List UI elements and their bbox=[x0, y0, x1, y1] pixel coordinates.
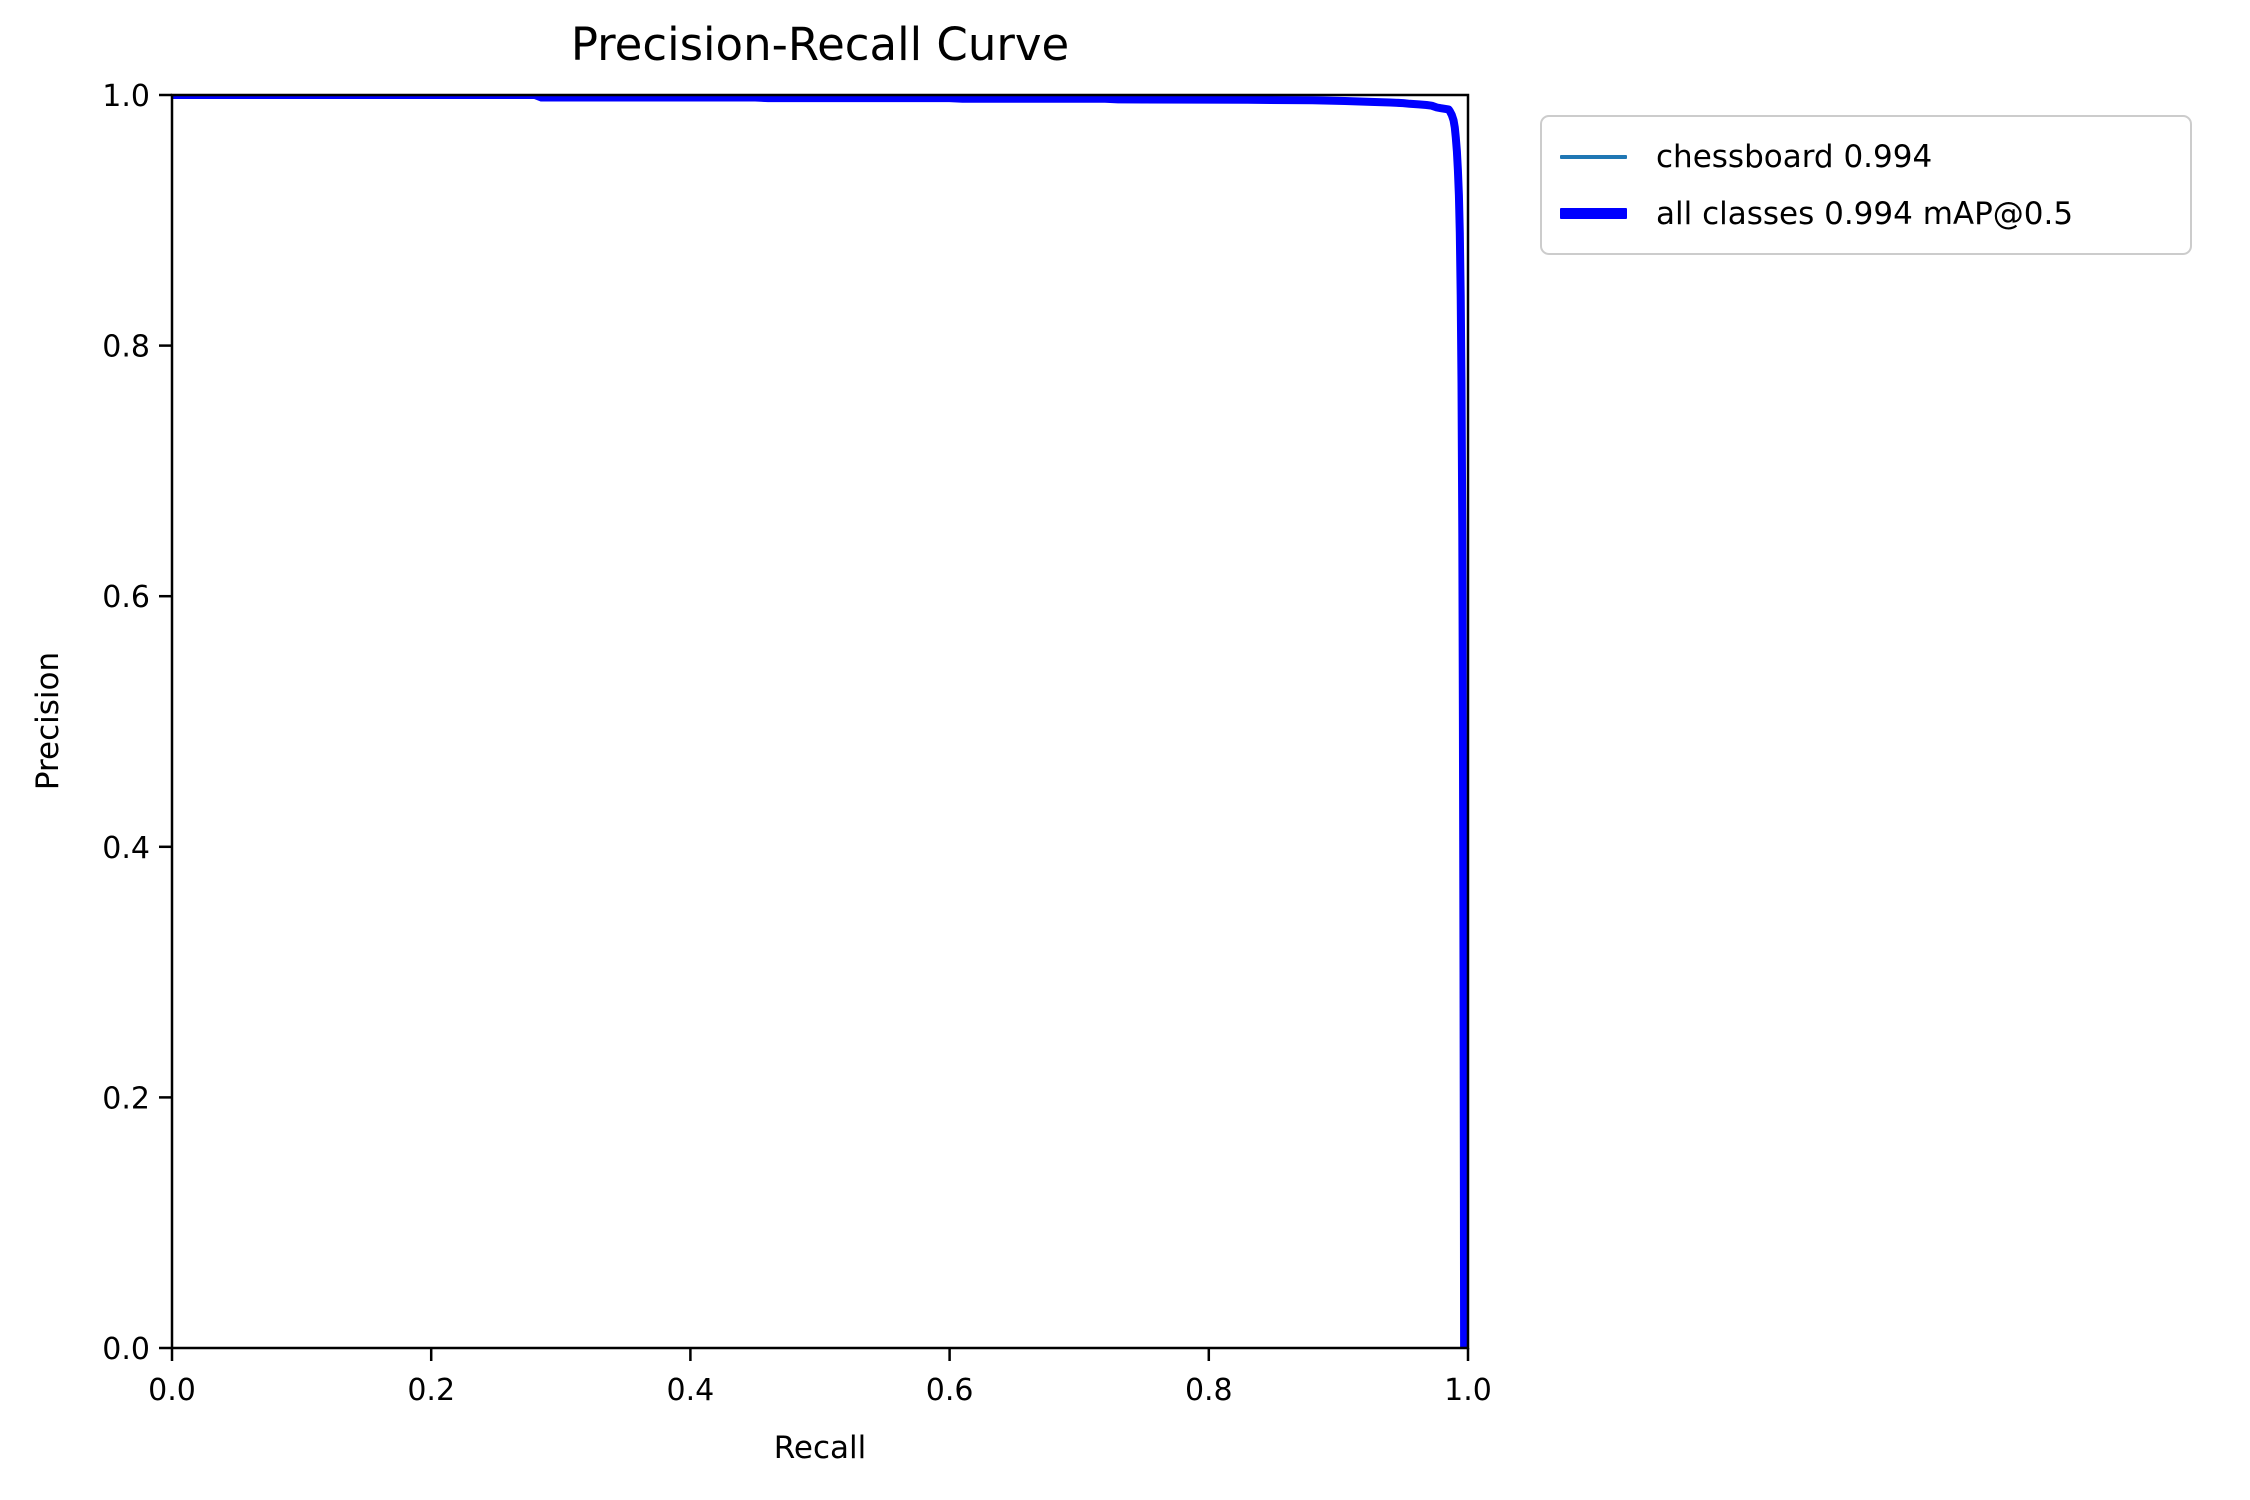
x-tick-label: 0.2 bbox=[407, 1373, 455, 1408]
x-axis-label: Recall bbox=[773, 1430, 867, 1466]
x-tick-label: 0.0 bbox=[148, 1373, 196, 1408]
y-tick-label: 0.2 bbox=[102, 1081, 150, 1116]
x-tick-label: 0.6 bbox=[926, 1373, 974, 1408]
legend-line-sample-thick bbox=[1560, 208, 1627, 219]
legend-item-all-classes: all classes 0.994 mAP@0.5 bbox=[1560, 185, 2172, 242]
y-tick-label: 0.0 bbox=[102, 1332, 150, 1367]
legend-item-chessboard: chessboard 0.994 bbox=[1560, 128, 2172, 185]
pr-curve-line-all-classes bbox=[172, 95, 1468, 1348]
legend-line-sample-thin bbox=[1560, 154, 1627, 159]
legend-label-chessboard: chessboard 0.994 bbox=[1656, 138, 1933, 175]
chart-title: Precision-Recall Curve bbox=[570, 18, 1070, 71]
x-tick-label: 0.8 bbox=[1185, 1373, 1233, 1408]
axes-spines bbox=[170, 93, 1470, 1350]
y-tick-label: 0.8 bbox=[102, 330, 150, 365]
legend: chessboard 0.994 all classes 0.994 mAP@0… bbox=[1540, 115, 2192, 255]
legend-label-all-classes: all classes 0.994 mAP@0.5 bbox=[1656, 195, 2074, 232]
y-tick-label: 1.0 bbox=[102, 79, 150, 114]
pr-curve-line-chessboard bbox=[172, 95, 1466, 1348]
y-tick-label: 0.4 bbox=[102, 831, 150, 866]
x-tick-label: 0.4 bbox=[667, 1373, 715, 1408]
y-tick-label: 0.6 bbox=[102, 580, 150, 615]
x-tick-label: 1.0 bbox=[1444, 1373, 1492, 1408]
